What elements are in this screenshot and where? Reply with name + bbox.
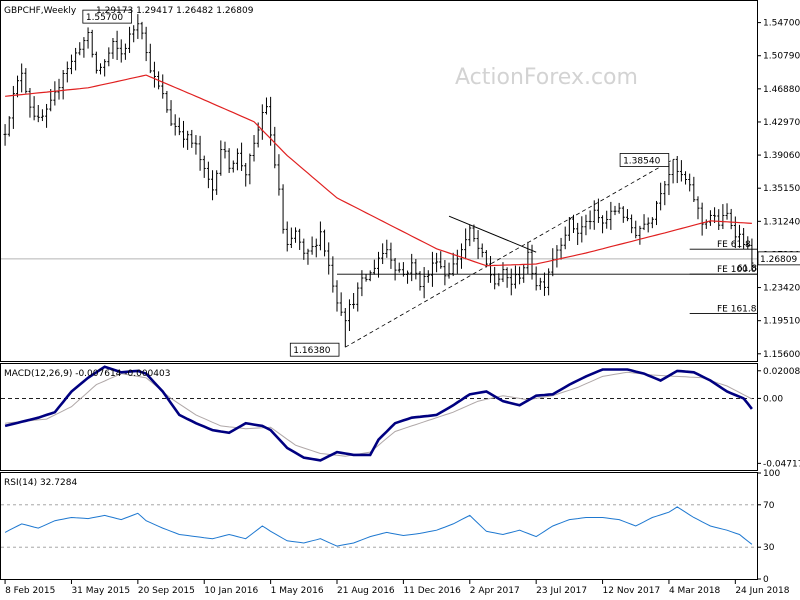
macd-line xyxy=(4,365,753,462)
last-price-label: 1.26809 xyxy=(760,255,797,265)
last-price-box xyxy=(757,251,800,266)
rsi-y-ticks: 100 70 30 0 xyxy=(1,469,780,585)
fe-level-label: FE 100.0 xyxy=(717,265,757,275)
x-tick-label: 21 Aug 2016 xyxy=(337,586,395,596)
rsi-y-tick-label: 70 xyxy=(763,501,775,511)
watermark: ActionForex.com xyxy=(455,65,638,90)
y-tick-label: 1.50790 xyxy=(763,52,800,62)
symbol-title: GBPCHF,Weekly xyxy=(4,6,77,16)
y-tick-label: 1.39060 xyxy=(763,151,800,161)
high-label-box xyxy=(619,153,670,167)
y-tick-label: 1.31240 xyxy=(763,217,800,227)
macd-panel-frame xyxy=(0,363,758,471)
ohlc-readout: 1.29173 1.29417 1.26482 1.26809 xyxy=(96,6,254,16)
fe-level-label: FE 161.8 xyxy=(717,305,757,315)
macd-y-tick-label: 0.00 xyxy=(763,394,783,404)
macd-title: MACD(12,26,9) -0.007614 -0.000403 xyxy=(4,369,170,379)
rsi-panel-frame xyxy=(0,472,758,580)
y-tick-label: 1.46880 xyxy=(763,85,800,95)
x-tick-label: 23 Jul 2017 xyxy=(536,586,587,596)
x-tick-label: 20 Sep 2015 xyxy=(138,586,195,596)
x-tick-label: 31 May 2015 xyxy=(71,586,130,596)
x-tick-label: 2 Apr 2017 xyxy=(470,586,520,596)
y-tick-label: 1.35150 xyxy=(763,184,800,194)
x-tick-label: 24 Jun 2018 xyxy=(735,586,789,596)
macd-y-ticks: 0.020082 0.00 -0.047175 xyxy=(1,367,800,469)
y-tick-label: 1.42970 xyxy=(763,118,800,128)
channel-line xyxy=(448,215,537,253)
y-tick-label: 1.54700 xyxy=(763,19,800,29)
x-tick-label: 12 Nov 2017 xyxy=(603,586,661,596)
trough-label-box xyxy=(289,342,340,357)
main-panel-frame xyxy=(0,0,758,362)
fe-level-label: FE 61.8 xyxy=(717,240,751,250)
trough-label: 1.16380 xyxy=(293,346,330,356)
x-tick-label: 10 Jan 2016 xyxy=(204,586,258,596)
main-y-ticks: 1.54700 1.50790 1.46880 1.42970 1.39060 1.351… xyxy=(757,19,800,360)
extra-level-label: 61.8 xyxy=(737,264,757,274)
x-tick-label: 1 May 2016 xyxy=(271,586,324,596)
trend-line xyxy=(345,159,674,348)
peak-label-box xyxy=(82,9,132,24)
y-tick-label: 1.23420 xyxy=(763,284,800,294)
moving-average-line xyxy=(5,74,752,267)
main-panel: ActionForex.com 1.54700 1.50790 1.46880 1.4… xyxy=(0,0,800,362)
rsi-y-tick-label: 30 xyxy=(763,543,775,553)
main-level-labels: 1.55700 1.16380 1.38540 FE 61.8 FE 100.0 FE 1… xyxy=(82,9,800,357)
rsi-line xyxy=(4,506,753,547)
y-tick-label: 1.19510 xyxy=(763,317,800,327)
high-label: 1.38540 xyxy=(623,156,660,166)
macd-panel: 0.020082 0.00 -0.047175 MACD(12,26,9) -0.0… xyxy=(0,363,800,471)
rsi-title: RSI(14) 32.7284 xyxy=(4,478,77,488)
macd-y-tick-label: -0.047175 xyxy=(763,459,800,469)
candlesticks xyxy=(3,14,754,348)
rsi-y-tick-label: 100 xyxy=(763,469,780,479)
rsi-panel: 100 70 30 0 RSI(14) 32.7284 xyxy=(0,469,780,585)
x-tick-label: 4 Mar 2018 xyxy=(669,586,721,596)
rsi-y-tick-label: 0 xyxy=(763,575,769,585)
macd-signal-line xyxy=(5,371,753,457)
x-axis: 8 Feb 2015 31 May 2015 20 Sep 2015 10 Jan 2… xyxy=(4,580,790,596)
macd-y-tick-label: 0.020082 xyxy=(763,367,800,377)
x-tick-label: 8 Feb 2015 xyxy=(5,586,55,596)
peak-label: 1.55700 xyxy=(86,13,123,23)
y-tick-label: 1.15600 xyxy=(763,350,800,360)
x-tick-label: 11 Dec 2016 xyxy=(403,586,461,596)
